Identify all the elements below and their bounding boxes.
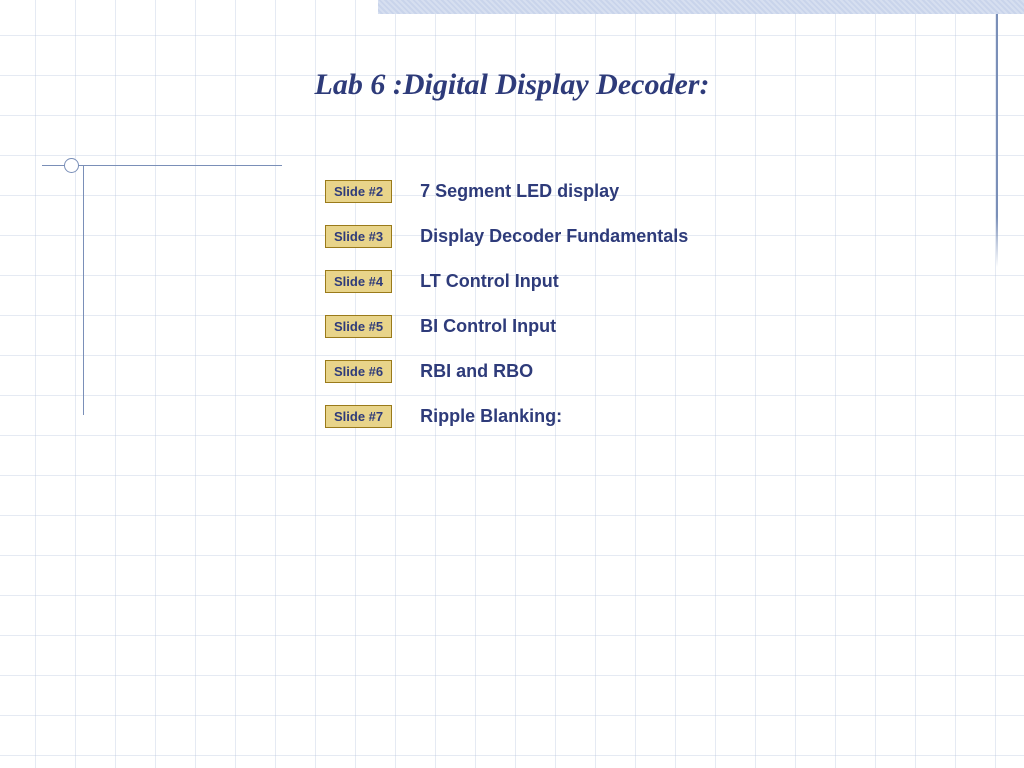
- topic-label: LT Control Input: [420, 271, 559, 292]
- topic-label: Ripple Blanking:: [420, 406, 562, 427]
- toc-row: Slide #2 7 Segment LED display: [325, 180, 688, 203]
- topic-label: Display Decoder Fundamentals: [420, 226, 688, 247]
- toc-row: Slide #6 RBI and RBO: [325, 360, 688, 383]
- top-decorative-bar: [378, 0, 1024, 14]
- slide-link-button[interactable]: Slide #6: [325, 360, 392, 383]
- topic-label: BI Control Input: [420, 316, 556, 337]
- toc-row: Slide #4 LT Control Input: [325, 270, 688, 293]
- slide-link-button[interactable]: Slide #3: [325, 225, 392, 248]
- topic-label: 7 Segment LED display: [420, 181, 619, 202]
- circle-decoration: [64, 158, 79, 173]
- slide-link-button[interactable]: Slide #2: [325, 180, 392, 203]
- toc-row: Slide #7 Ripple Blanking:: [325, 405, 688, 428]
- right-vertical-rule-decoration: [996, 14, 998, 267]
- table-of-contents: Slide #2 7 Segment LED display Slide #3 …: [325, 180, 688, 450]
- vertical-rule-decoration: [83, 165, 84, 415]
- slide-link-button[interactable]: Slide #7: [325, 405, 392, 428]
- slide-link-button[interactable]: Slide #4: [325, 270, 392, 293]
- page-title: Lab 6 :Digital Display Decoder:: [0, 68, 1024, 102]
- topic-label: RBI and RBO: [420, 361, 533, 382]
- toc-row: Slide #5 BI Control Input: [325, 315, 688, 338]
- toc-row: Slide #3 Display Decoder Fundamentals: [325, 225, 688, 248]
- slide-link-button[interactable]: Slide #5: [325, 315, 392, 338]
